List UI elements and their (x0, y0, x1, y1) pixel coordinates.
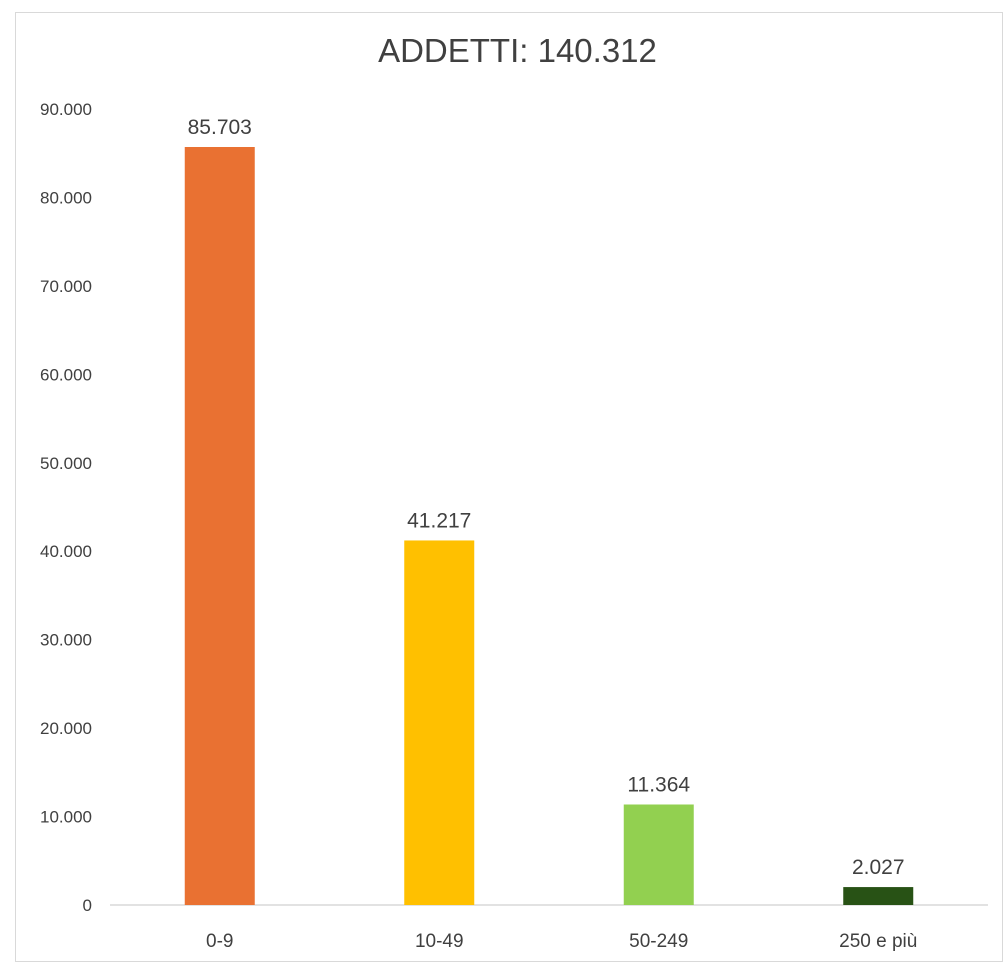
bars (184, 147, 914, 905)
x-tick-label: 50-249 (629, 931, 688, 952)
y-tick-label: 50.000 (40, 454, 92, 473)
x-tick-label: 10-49 (415, 931, 464, 952)
chart-title: ADDETTI: 140.312 (378, 32, 657, 69)
bar (843, 887, 914, 905)
y-tick-label: 30.000 (40, 631, 92, 650)
y-tick-label: 70.000 (40, 277, 92, 296)
y-tick-label: 0 (83, 896, 92, 915)
y-tick-label: 80.000 (40, 188, 92, 207)
data-labels: 85.703 41.217 11.364 2.027 (188, 116, 905, 879)
bar (623, 804, 694, 905)
data-label: 2.027 (852, 856, 905, 879)
y-tick-label: 40.000 (40, 542, 92, 561)
chart-frame (15, 12, 1003, 962)
bar (404, 540, 475, 905)
data-label: 41.217 (407, 509, 471, 532)
x-tick-label: 0-9 (206, 931, 233, 952)
bar (184, 147, 255, 905)
y-tick-label: 60.000 (40, 365, 92, 384)
y-tick-label: 20.000 (40, 719, 92, 738)
x-axis: 0-9 10-49 50-249 250 e più (206, 931, 917, 952)
y-tick-label: 10.000 (40, 808, 92, 827)
y-axis: 0 10.000 20.000 30.000 40.000 50.000 60.000 70.… (40, 100, 92, 915)
data-label: 85.703 (188, 116, 252, 139)
x-tick-label: 250 e più (839, 931, 917, 952)
data-label: 11.364 (627, 773, 690, 796)
y-tick-label: 90.000 (40, 100, 92, 119)
